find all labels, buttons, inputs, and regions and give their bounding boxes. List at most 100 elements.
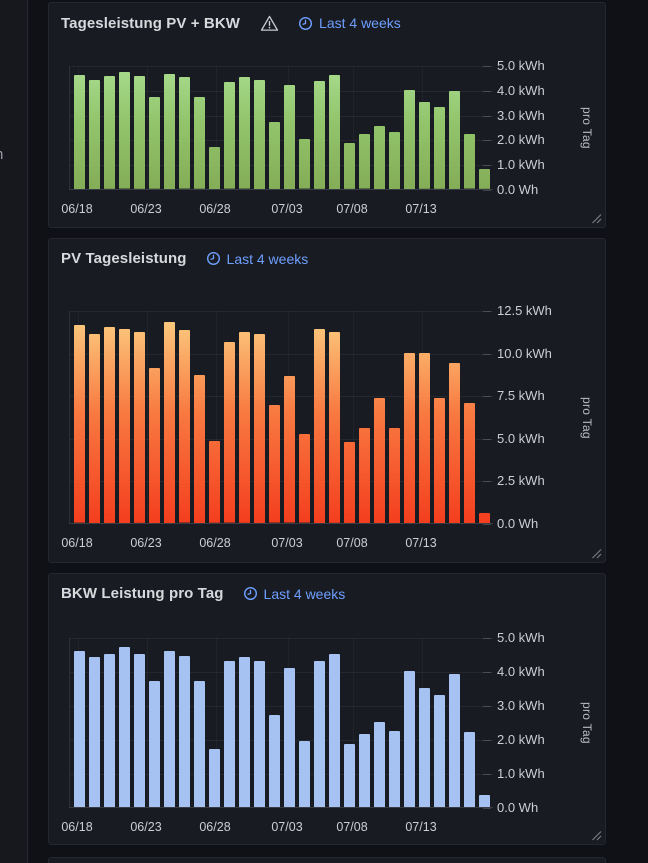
bar[interactable] — [88, 79, 100, 189]
x-tick-label: 06/18 — [61, 536, 93, 550]
bar[interactable] — [253, 79, 265, 189]
bar[interactable] — [88, 657, 100, 807]
bar[interactable] — [328, 332, 340, 523]
bar[interactable] — [148, 97, 160, 189]
bar[interactable] — [148, 367, 160, 523]
bar[interactable] — [238, 332, 250, 523]
bar[interactable] — [478, 169, 490, 189]
panel-title[interactable]: BKW Leistung pro Tag — [61, 585, 224, 602]
y-tick-label: 4.0 kWh — [497, 82, 545, 98]
x-tick-label: 07/13 — [405, 820, 437, 834]
bar[interactable] — [373, 722, 385, 807]
bar[interactable] — [133, 654, 145, 807]
bar[interactable] — [118, 328, 130, 523]
bar[interactable] — [373, 125, 385, 189]
bar[interactable] — [163, 73, 175, 189]
bar[interactable] — [163, 321, 175, 523]
bar[interactable] — [223, 82, 235, 189]
resize-handle[interactable] — [591, 830, 602, 841]
bar[interactable] — [73, 650, 85, 807]
bar[interactable] — [73, 325, 85, 523]
panel-title[interactable]: PV Tagesleistung — [61, 250, 187, 267]
bar[interactable] — [268, 405, 280, 523]
bar[interactable] — [403, 671, 415, 807]
bar[interactable] — [238, 77, 250, 189]
bar[interactable] — [103, 327, 115, 523]
bar[interactable] — [298, 434, 310, 523]
bar[interactable] — [358, 134, 370, 189]
bar[interactable] — [328, 654, 340, 807]
bar[interactable] — [73, 74, 85, 189]
bar[interactable] — [283, 667, 295, 807]
bar[interactable] — [463, 732, 475, 807]
bar[interactable] — [88, 333, 100, 523]
resize-handle[interactable] — [591, 213, 602, 224]
bar[interactable] — [253, 660, 265, 807]
bar[interactable] — [133, 76, 145, 189]
bar[interactable] — [403, 89, 415, 189]
bar[interactable] — [208, 749, 220, 807]
bar[interactable] — [388, 131, 400, 189]
time-range-picker[interactable]: Last 4 weeks — [243, 586, 345, 602]
time-range-picker[interactable]: Last 4 weeks — [298, 15, 401, 31]
bar[interactable] — [118, 72, 130, 189]
bar[interactable] — [328, 74, 340, 189]
bar[interactable] — [418, 102, 430, 189]
bar[interactable] — [208, 441, 220, 523]
bar[interactable] — [388, 427, 400, 523]
bar[interactable] — [208, 146, 220, 189]
bar[interactable] — [388, 730, 400, 807]
bar[interactable] — [178, 77, 190, 189]
bar[interactable] — [478, 512, 490, 523]
bar[interactable] — [433, 397, 445, 523]
bar[interactable] — [223, 342, 235, 523]
bar[interactable] — [433, 107, 445, 189]
resize-handle[interactable] — [591, 548, 602, 559]
bar[interactable] — [178, 330, 190, 523]
bar[interactable] — [103, 654, 115, 807]
bar[interactable] — [298, 740, 310, 807]
bar[interactable] — [193, 97, 205, 189]
bar[interactable] — [178, 655, 190, 807]
bar[interactable] — [448, 91, 460, 189]
bar[interactable] — [478, 795, 490, 807]
app-sidebar[interactable]: n — [0, 0, 28, 863]
bar[interactable] — [163, 650, 175, 807]
bar[interactable] — [283, 84, 295, 189]
bar[interactable] — [403, 352, 415, 523]
bar[interactable] — [298, 139, 310, 189]
bar[interactable] — [343, 744, 355, 807]
bar[interactable] — [463, 134, 475, 189]
bar[interactable] — [418, 688, 430, 807]
bar[interactable] — [223, 660, 235, 807]
panel-title[interactable]: Tagesleistung PV + BKW — [61, 14, 241, 32]
bar[interactable] — [148, 681, 160, 807]
bar[interactable] — [358, 427, 370, 523]
bar[interactable] — [103, 76, 115, 189]
bar[interactable] — [268, 715, 280, 807]
bar[interactable] — [268, 122, 280, 189]
bar[interactable] — [448, 674, 460, 807]
bar[interactable] — [358, 733, 370, 807]
bar[interactable] — [448, 362, 460, 523]
bar[interactable] — [193, 374, 205, 523]
bar[interactable] — [343, 143, 355, 189]
bar[interactable] — [313, 328, 325, 523]
bar[interactable] — [313, 660, 325, 807]
time-range-picker[interactable]: Last 4 weeks — [206, 251, 308, 267]
bar[interactable] — [463, 402, 475, 523]
bar[interactable] — [373, 397, 385, 523]
bar[interactable] — [433, 694, 445, 807]
bar[interactable] — [313, 81, 325, 189]
bar[interactable] — [118, 647, 130, 807]
bar[interactable] — [343, 442, 355, 523]
bar[interactable] — [193, 681, 205, 807]
bar[interactable] — [418, 352, 430, 523]
bar[interactable] — [133, 332, 145, 523]
warning-icon[interactable] — [260, 14, 279, 32]
bar[interactable] — [253, 333, 265, 523]
gridline — [70, 672, 493, 673]
x-tick-label: 07/08 — [336, 820, 368, 834]
bar[interactable] — [238, 657, 250, 807]
bar[interactable] — [283, 376, 295, 523]
